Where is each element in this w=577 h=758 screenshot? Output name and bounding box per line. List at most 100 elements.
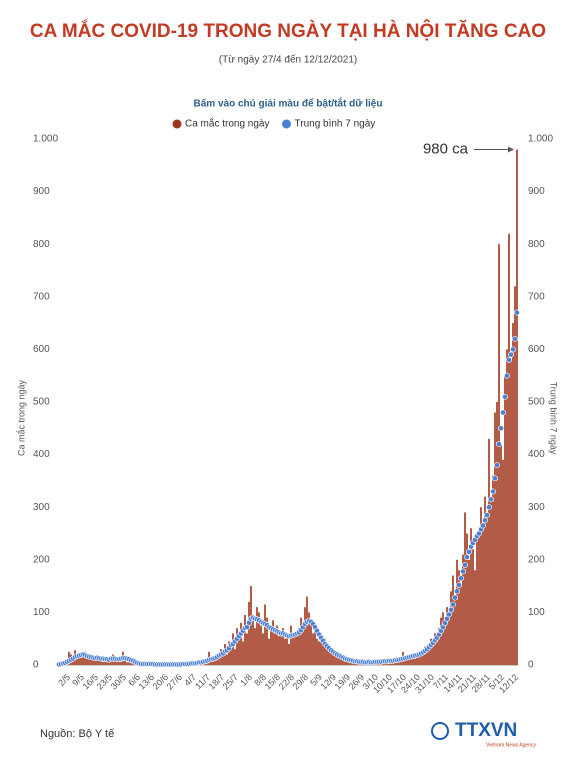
bar xyxy=(232,633,234,665)
y-tick-label: 1.000 xyxy=(33,134,58,145)
bar xyxy=(302,622,304,665)
y-tick-label: 500 xyxy=(33,397,50,408)
bar xyxy=(470,528,472,665)
x-tick-label: 27/6 xyxy=(165,672,184,691)
bar xyxy=(476,538,478,665)
y-tick-label: 0 xyxy=(33,660,39,671)
bar xyxy=(422,649,424,665)
bar xyxy=(434,633,436,665)
average-dot xyxy=(482,517,488,524)
bar xyxy=(428,643,430,665)
bar xyxy=(516,149,518,665)
average-dot xyxy=(502,393,508,400)
bar xyxy=(76,655,78,665)
bar xyxy=(442,612,444,665)
y-tick-label: 300 xyxy=(33,502,50,513)
bar xyxy=(106,660,108,665)
bar xyxy=(242,641,244,665)
average-dot xyxy=(450,601,456,608)
bar xyxy=(130,662,132,665)
y-tick-label: 100 xyxy=(33,607,50,618)
bar xyxy=(418,651,420,665)
bar xyxy=(346,660,348,665)
bar xyxy=(350,661,352,665)
bar xyxy=(498,244,500,665)
bar xyxy=(276,625,278,665)
x-tick-label: 25/7 xyxy=(221,672,240,691)
bar xyxy=(90,659,92,665)
average-dot xyxy=(512,335,518,342)
average-dot xyxy=(480,522,486,529)
bar xyxy=(252,617,254,665)
bar xyxy=(410,655,412,665)
bar xyxy=(306,596,308,665)
bar xyxy=(266,617,268,665)
bar xyxy=(292,633,294,665)
average-dot xyxy=(464,554,470,561)
bar xyxy=(510,359,512,665)
bar xyxy=(426,650,428,665)
bar xyxy=(514,286,516,665)
bar xyxy=(436,636,438,665)
bar xyxy=(508,233,510,665)
bar xyxy=(490,501,492,665)
bar xyxy=(412,657,414,665)
y2-tick-label: 900 xyxy=(528,186,545,197)
bar xyxy=(492,475,494,665)
bar xyxy=(332,649,334,665)
average-dot xyxy=(492,475,498,482)
bar xyxy=(468,559,470,665)
average-dot xyxy=(514,309,520,316)
annotation: 980 ca xyxy=(423,140,469,157)
bar xyxy=(438,628,440,665)
bar xyxy=(96,658,98,665)
annotation-arrowhead xyxy=(508,146,514,153)
bar xyxy=(294,636,296,665)
y2-tick-label: 100 xyxy=(528,607,545,618)
y2-tick-label: 500 xyxy=(528,397,545,408)
average-dot xyxy=(510,346,516,353)
bar xyxy=(78,653,80,665)
bar xyxy=(82,655,84,665)
bar xyxy=(270,628,272,665)
bar xyxy=(512,323,514,665)
bar xyxy=(120,661,122,665)
bar xyxy=(284,638,286,665)
legend-swatch xyxy=(172,119,182,129)
bar xyxy=(246,633,248,665)
average-dot xyxy=(446,611,452,618)
bar xyxy=(264,604,266,665)
bar xyxy=(414,658,416,665)
average-dot xyxy=(498,425,504,432)
average-dot xyxy=(458,575,464,582)
bar xyxy=(406,658,408,665)
average-dot xyxy=(496,441,502,447)
bar xyxy=(234,649,236,665)
bar xyxy=(314,625,316,665)
bar xyxy=(308,612,310,665)
bar xyxy=(458,570,460,665)
bar xyxy=(400,660,402,665)
x-tick-label: 29/8 xyxy=(291,672,310,691)
bar xyxy=(116,660,118,665)
bar xyxy=(464,512,466,665)
bar xyxy=(218,655,220,665)
bar xyxy=(450,591,452,665)
legend-label: Ca mắc trong ngày xyxy=(185,117,270,130)
bar xyxy=(256,607,258,665)
bar xyxy=(226,654,228,665)
bar xyxy=(452,575,454,665)
chart-subtitle: (Từ ngày 27/4 đến 12/12/2021) xyxy=(219,54,357,66)
y-tick-label: 800 xyxy=(33,239,50,250)
y2-tick-label: 0 xyxy=(528,660,534,671)
y-axis-title: Ca mắc trong ngày xyxy=(16,379,26,456)
bar xyxy=(316,638,318,665)
average-dot xyxy=(508,351,514,358)
y2-tick-label: 400 xyxy=(528,449,545,460)
legend-hint: Bấm vào chú giải màu để bật/tắt dữ liệu xyxy=(194,97,383,110)
bar xyxy=(238,636,240,665)
y2-tick-label: 300 xyxy=(528,502,545,513)
bar xyxy=(482,522,484,665)
bar xyxy=(88,654,90,665)
